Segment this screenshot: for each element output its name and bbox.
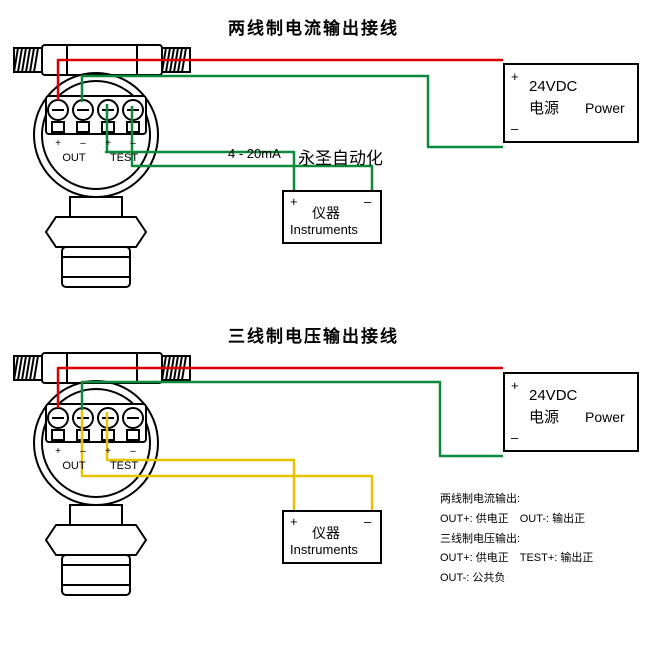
diagram2-legend-line-3: OUT+: 供电正 TEST+: 输出正 [440,549,593,569]
diagram1-instr-cn: 仪器 [312,204,340,222]
diagram2-power-volt: 24VDC [529,386,577,406]
diagram1-term-sign-2: + [102,138,114,149]
diagram2-instr-minus: – [364,514,371,531]
diagram1-watermark: 永圣自动化 [298,144,383,169]
diagram2-label-out: OUT [54,460,94,472]
diagram2-legend-line-4: OUT-: 公共负 [440,569,593,589]
diagram2-power-minus: – [511,430,518,447]
diagram2-power-plus: + [511,378,519,395]
diagram2-term-sign-0: + [52,446,64,457]
diagram2-term-sign-3: – [127,446,139,457]
diagram1-transmitter [12,40,217,295]
diagram1-term-sign-0: + [52,138,64,149]
diagram1-signal-label: 4 - 20mA [228,146,281,161]
diagram2-transmitter [12,348,217,603]
diagram2-instr-cn: 仪器 [312,524,340,542]
diagram2-legend-line-2: 三线制电压输出: [440,530,593,550]
diagram2-legend-line-1: OUT+: 供电正 OUT-: 输出正 [440,510,593,530]
diagram1-power-en: Power [585,99,625,117]
diagram2-power-en: Power [585,408,625,426]
diagram1-term-sign-1: – [77,138,89,149]
diagram2-title: 三线制电压输出接线 [228,322,399,347]
diagram1-label-test: TEST [104,152,144,164]
diagram2-label-test: TEST [104,460,144,472]
diagram1-power-volt: 24VDC [529,77,577,97]
diagram1-power-minus: – [511,121,518,138]
diagram1-instr-en: Instruments [290,222,358,239]
diagram1-title: 两线制电流输出接线 [228,14,399,39]
diagram1-label-out: OUT [54,152,94,164]
diagram2-instr-en: Instruments [290,542,358,559]
diagram2-legend-line-0: 两线制电流输出: [440,490,593,510]
diagram2-term-sign-1: – [77,446,89,457]
diagram2-legend: 两线制电流输出:OUT+: 供电正 OUT-: 输出正三线制电压输出:OUT+:… [440,490,593,589]
diagram1-instr-plus: + [290,194,298,211]
diagram1-power-plus: + [511,69,519,86]
diagram1-instr-minus: – [364,194,371,211]
diagram1-term-sign-3: – [127,138,139,149]
diagram2-instr-plus: + [290,514,298,531]
diagram2-term-sign-2: + [102,446,114,457]
diagram2-power-cn: 电源 [529,408,559,428]
diagram1-power-cn: 电源 [529,99,559,119]
